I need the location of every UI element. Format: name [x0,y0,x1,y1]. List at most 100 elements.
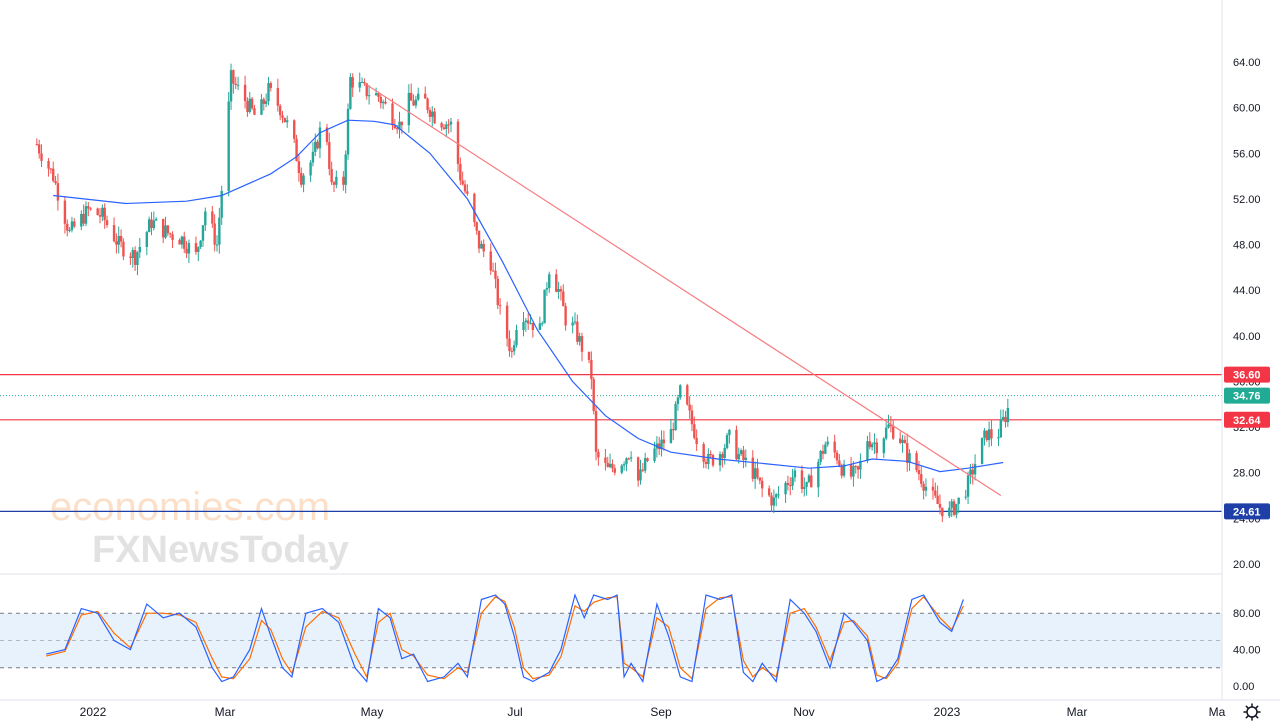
candle [545,282,549,296]
price-tag-resistance: 36.60 [1224,366,1270,383]
candle [459,157,462,185]
candle [236,76,240,91]
price-tick-label: 56.00 [1233,148,1261,160]
price-tag-support-upper: 32.64 [1224,411,1270,428]
candle [770,492,773,513]
candle [281,111,284,124]
candle [101,204,104,222]
candle [171,231,174,249]
price-tick-label: 60.00 [1233,103,1261,115]
candle [767,485,771,498]
candle [702,441,705,469]
candle [232,69,235,94]
candle [285,115,289,128]
candle [360,77,364,83]
candle [957,497,960,514]
candle [777,486,780,499]
candle [756,458,759,480]
candle [211,205,214,228]
candle [52,161,55,183]
candle [526,313,530,330]
time-tick-label: May [361,705,384,719]
candle [297,153,301,182]
price-tick-label: 52.00 [1233,194,1261,206]
candle [742,445,745,469]
candle [407,84,411,133]
candle [119,229,123,248]
candle [40,144,43,168]
candle [87,202,90,217]
candle [351,73,354,98]
candle [679,384,682,400]
candle [122,238,125,261]
candle [728,429,731,444]
candle [948,501,951,519]
candle [686,383,689,406]
time-tick-label: Nov [793,705,814,719]
candle [672,422,675,441]
candle [199,240,202,250]
candle [641,462,645,473]
candle [758,477,762,485]
candle [98,208,102,224]
time-tick-label: 2022 [80,705,107,719]
time-tick-label: Mar [1067,705,1088,719]
candle [463,180,467,194]
candle [658,436,661,456]
trendline[interactable] [366,84,1002,497]
candle [505,301,509,347]
candle [557,281,560,300]
candle [629,451,633,462]
candle [906,433,909,472]
candle [934,482,937,499]
candle [187,239,191,264]
candle [969,464,972,485]
candle [498,298,502,315]
candle [613,464,616,476]
candle [541,321,544,327]
candle [466,184,469,196]
candle [901,434,904,453]
candle [133,246,137,271]
candle [709,450,712,459]
candle [824,441,827,455]
candle [185,241,188,259]
candle [103,203,106,229]
candle [260,93,263,116]
candle [985,430,988,442]
candle [267,76,270,106]
candle [922,481,925,500]
candle [330,161,333,186]
candle [842,459,846,478]
candle [379,94,382,109]
candle [543,289,546,324]
candle [220,185,223,225]
candle [646,457,649,463]
time-axis[interactable]: 2022 Mar May Jul Sep Nov 2023 Mar Ma [80,705,1226,719]
candle [424,86,427,99]
stochastic-pane [0,593,1222,684]
candle [278,104,282,121]
candle [760,477,764,498]
candle [803,477,806,497]
candle [999,409,1003,439]
candlesticks [35,63,1010,523]
candle [243,75,247,109]
stoch-tick-label: 0.00 [1233,681,1254,693]
candle [660,430,663,457]
candle [688,396,691,419]
candle [70,216,74,233]
gear-icon[interactable] [1243,703,1261,721]
candle [622,461,626,471]
candle [859,453,862,479]
candle [234,76,237,89]
candle [559,285,563,301]
watermark: economies.com FXNewsToday [50,485,349,571]
stoch-k-line [46,593,964,684]
candle [576,314,579,345]
candle [365,82,368,100]
candle [169,232,172,238]
candle [739,448,743,457]
candle [426,97,429,114]
